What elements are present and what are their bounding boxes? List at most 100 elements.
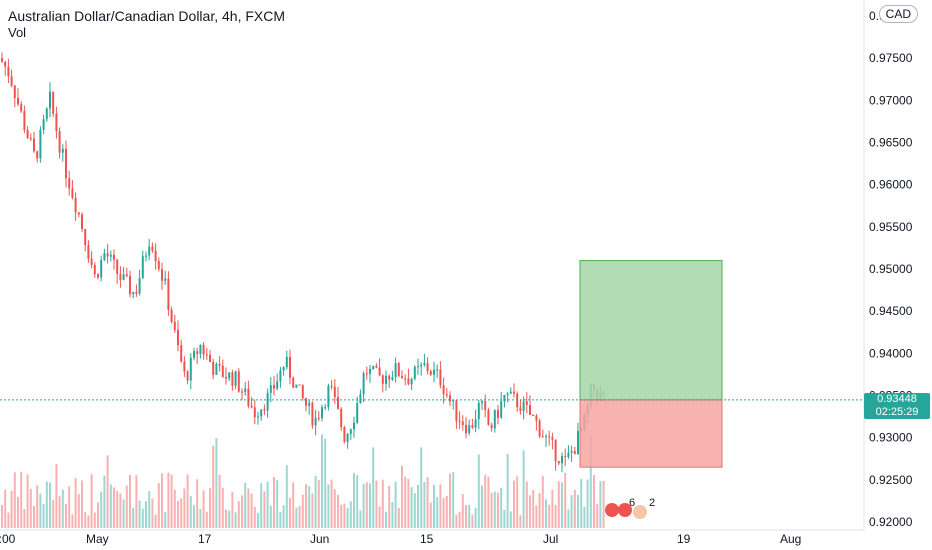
candle-body [327,385,330,408]
candle-body [61,148,64,153]
volume-bar [369,483,371,528]
candle-body [129,275,131,295]
event-count-a[interactable]: 6 [629,497,636,509]
volume-bar [465,505,467,528]
flag-icon[interactable] [605,503,619,517]
time-tick-label: Jul [543,532,558,546]
volume-bar [125,485,128,528]
volume-bar [423,482,426,528]
candle-body [119,273,122,280]
volume-bar [132,507,135,528]
candle-body [433,369,435,375]
volume-bar [311,493,314,528]
volume-bar [109,484,112,528]
candle-body [241,391,243,393]
candle-body [81,214,83,229]
volume-bar [413,493,416,528]
candle-body [247,388,250,406]
volume-bar [17,497,19,528]
volume-bar [509,511,512,528]
event-count-b[interactable]: 2 [649,497,656,509]
volume-bar [148,491,151,528]
volume-bar [55,463,58,528]
volume-bar [586,479,589,528]
candle-body [215,363,218,375]
candle-body [317,417,320,419]
candle-body [465,425,467,434]
candle-body [353,422,355,430]
time-tick-label: 19 [677,532,691,546]
candle-body [477,402,480,420]
volume-bar [42,504,45,528]
volume-bar [292,482,295,528]
event-icon[interactable] [633,505,647,519]
candle-body [218,363,221,366]
volume-bar [20,471,23,528]
volume-bar [541,476,544,528]
candle-body [196,351,199,354]
currency-badge[interactable]: CAD [878,5,918,23]
candle-body [45,108,48,120]
volume-bar [74,478,77,528]
candle-body [385,375,387,384]
candle-body [458,420,461,422]
volume-bar [13,472,16,528]
candle-body [442,385,445,395]
candle-body [103,253,106,260]
volume-bar [202,490,205,528]
volume-bar [84,512,87,528]
volume-bar [305,484,307,528]
volume-bar [87,515,90,528]
volume-bar [497,492,499,528]
event-markers[interactable] [605,503,647,519]
volume-bar [7,512,10,528]
volume-bar [401,465,403,528]
candle-body [180,345,183,362]
candle-body [298,384,301,386]
volume-bar [359,510,362,528]
candle-body [7,66,10,77]
price-tick-label: 0.97500 [869,51,913,65]
volume-bar [173,489,176,528]
candle-body [487,409,490,425]
symbol-title[interactable]: Australian Dollar/Canadian Dollar, 4h, F… [8,8,286,24]
volume-bar [65,504,67,528]
volume-bar [397,507,400,528]
profit-zone[interactable] [579,260,723,401]
volume-bar [189,496,192,528]
price-tick-label: 0.92000 [869,515,913,529]
volume-bar [535,505,538,528]
candle-body [106,253,109,257]
candle-body [29,138,32,140]
candle-body [225,377,227,379]
candle-body [116,259,119,274]
volume-bar [209,488,211,528]
price-tick-label: 0.95000 [869,262,913,276]
candle-body [551,437,554,440]
candle-body [391,377,394,380]
volume-bar [481,485,483,528]
volume-bar [580,479,583,528]
candle-body [173,321,176,331]
volume-bar [442,497,445,528]
candle-body [148,246,151,256]
candle-body [273,385,275,389]
volume-bar [177,500,179,528]
candle-body [545,436,547,438]
volume-bar [145,501,147,528]
volume-bar [298,505,301,528]
volume-bar [295,507,298,528]
candle-body [381,375,384,384]
candle-body [36,151,39,159]
volume-bar [282,505,285,528]
volume-bar [420,447,423,528]
volume-label[interactable]: Vol [8,25,27,40]
candle-body [193,351,195,358]
flag-icon[interactable] [618,503,632,517]
loss-zone[interactable] [579,399,723,468]
candle-body [100,259,103,278]
volume-bar [436,497,439,528]
candle-body [503,394,506,402]
volume-bar [237,501,240,528]
